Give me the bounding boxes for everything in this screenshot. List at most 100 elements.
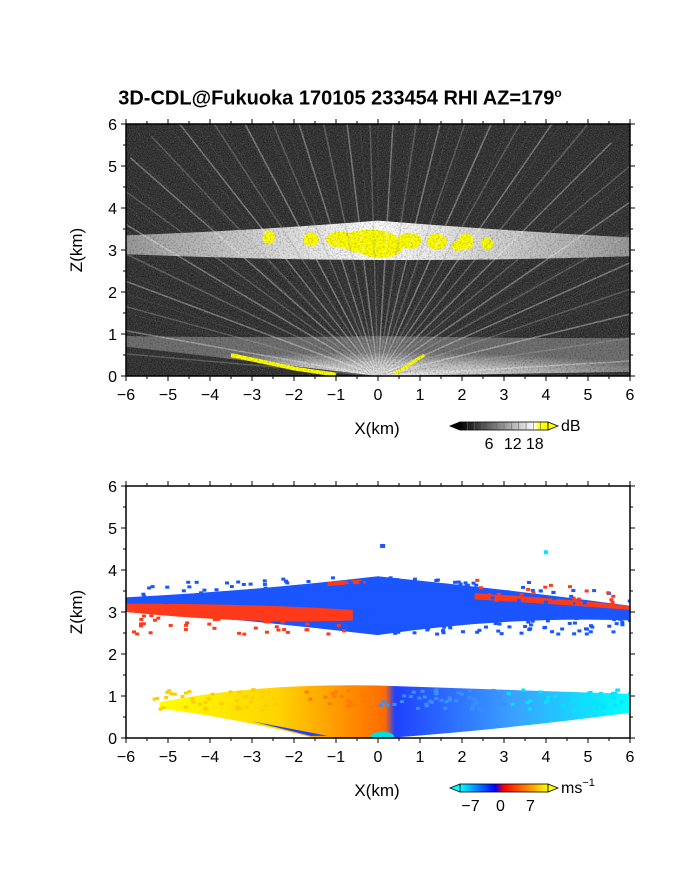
speckle <box>448 626 453 630</box>
speckle <box>430 700 435 704</box>
speckle <box>460 692 465 696</box>
speckle <box>330 576 335 580</box>
speckle <box>332 694 337 698</box>
grain-overlay <box>126 124 630 376</box>
speckle <box>305 592 310 596</box>
speckle <box>388 616 393 620</box>
speckle <box>339 695 344 699</box>
speckle <box>291 693 296 697</box>
speckle <box>453 580 458 584</box>
x-tick-label: −5 <box>159 749 177 766</box>
speckle <box>294 705 299 709</box>
speckle <box>345 699 350 703</box>
speckle <box>592 589 597 593</box>
speckle <box>306 596 311 600</box>
y-tick-label: 5 <box>108 159 117 176</box>
speckle <box>263 703 268 707</box>
speckle <box>628 692 630 696</box>
speckle <box>411 690 416 694</box>
speckle <box>573 707 578 711</box>
speckle <box>203 700 208 704</box>
speckle <box>330 692 335 696</box>
speckle <box>237 631 242 635</box>
speckle <box>363 697 368 701</box>
speckle <box>162 596 167 600</box>
x-tick-label: 4 <box>542 749 551 766</box>
speckle <box>360 700 365 704</box>
speckle <box>238 594 243 598</box>
title-degree: o <box>554 86 562 100</box>
speckle <box>216 617 221 621</box>
speckle <box>202 588 207 592</box>
speckle <box>378 703 383 707</box>
speckle <box>494 598 499 602</box>
speckle <box>473 699 478 703</box>
speckle <box>452 588 457 592</box>
x-tick-label: −4 <box>201 387 219 404</box>
x-tick-label: 2 <box>458 387 467 404</box>
speckle <box>237 690 242 694</box>
speckle <box>267 594 272 598</box>
colorbar-low-arrow <box>448 783 461 793</box>
speckle <box>581 699 586 703</box>
speckle <box>447 696 452 700</box>
speckle <box>467 696 472 700</box>
speckle <box>168 623 173 627</box>
speckle <box>530 619 535 623</box>
speckle <box>582 601 587 605</box>
speckle <box>242 632 247 636</box>
speckle <box>426 626 431 630</box>
speckle <box>544 600 549 604</box>
speckle <box>434 578 439 582</box>
speckle <box>469 596 474 600</box>
speckle <box>439 698 444 702</box>
y-tick-label: 4 <box>108 201 117 218</box>
speckle <box>292 586 297 590</box>
speckle <box>282 628 287 632</box>
speckle <box>544 616 549 620</box>
speckle <box>447 592 452 596</box>
colorbar-1: 6 12 18 dB <box>448 418 581 453</box>
speckle <box>405 585 410 589</box>
speckle <box>373 706 378 710</box>
speckle <box>183 691 188 695</box>
speckle <box>262 579 267 583</box>
speckle <box>516 598 521 602</box>
speckle <box>597 701 602 705</box>
speckle <box>137 600 142 604</box>
speckle <box>242 695 247 699</box>
colorbar-tick-label: 18 <box>526 436 544 453</box>
speckle <box>521 585 526 589</box>
y-tick-label: 4 <box>108 563 117 580</box>
speckle <box>210 692 215 696</box>
speckle <box>441 631 446 635</box>
speckle <box>336 587 341 591</box>
speckle <box>468 689 473 693</box>
speckle <box>362 616 367 620</box>
speckle <box>588 699 593 703</box>
speckle <box>551 590 556 594</box>
speckle <box>341 614 346 618</box>
speckle <box>135 632 140 636</box>
speckle <box>538 690 543 694</box>
speckle <box>606 612 611 616</box>
x-tick-label: −1 <box>327 387 345 404</box>
speckle <box>454 699 459 703</box>
speckle <box>336 623 341 627</box>
near-zero-region <box>370 731 395 738</box>
colorbar-high-arrow <box>547 783 560 793</box>
speckle <box>306 579 311 583</box>
speckle <box>367 584 372 588</box>
speckle <box>260 690 265 694</box>
speckle <box>443 706 448 710</box>
speckle <box>602 705 607 709</box>
colorbar-unit: ms−1 <box>561 777 595 797</box>
speckle <box>413 582 418 586</box>
speckle <box>132 630 137 634</box>
speckle <box>515 612 520 616</box>
speckle <box>559 601 564 605</box>
outlier-pixel <box>380 543 386 548</box>
speckle <box>254 590 259 594</box>
x-tick-label: −4 <box>201 749 219 766</box>
speckle <box>607 624 612 628</box>
